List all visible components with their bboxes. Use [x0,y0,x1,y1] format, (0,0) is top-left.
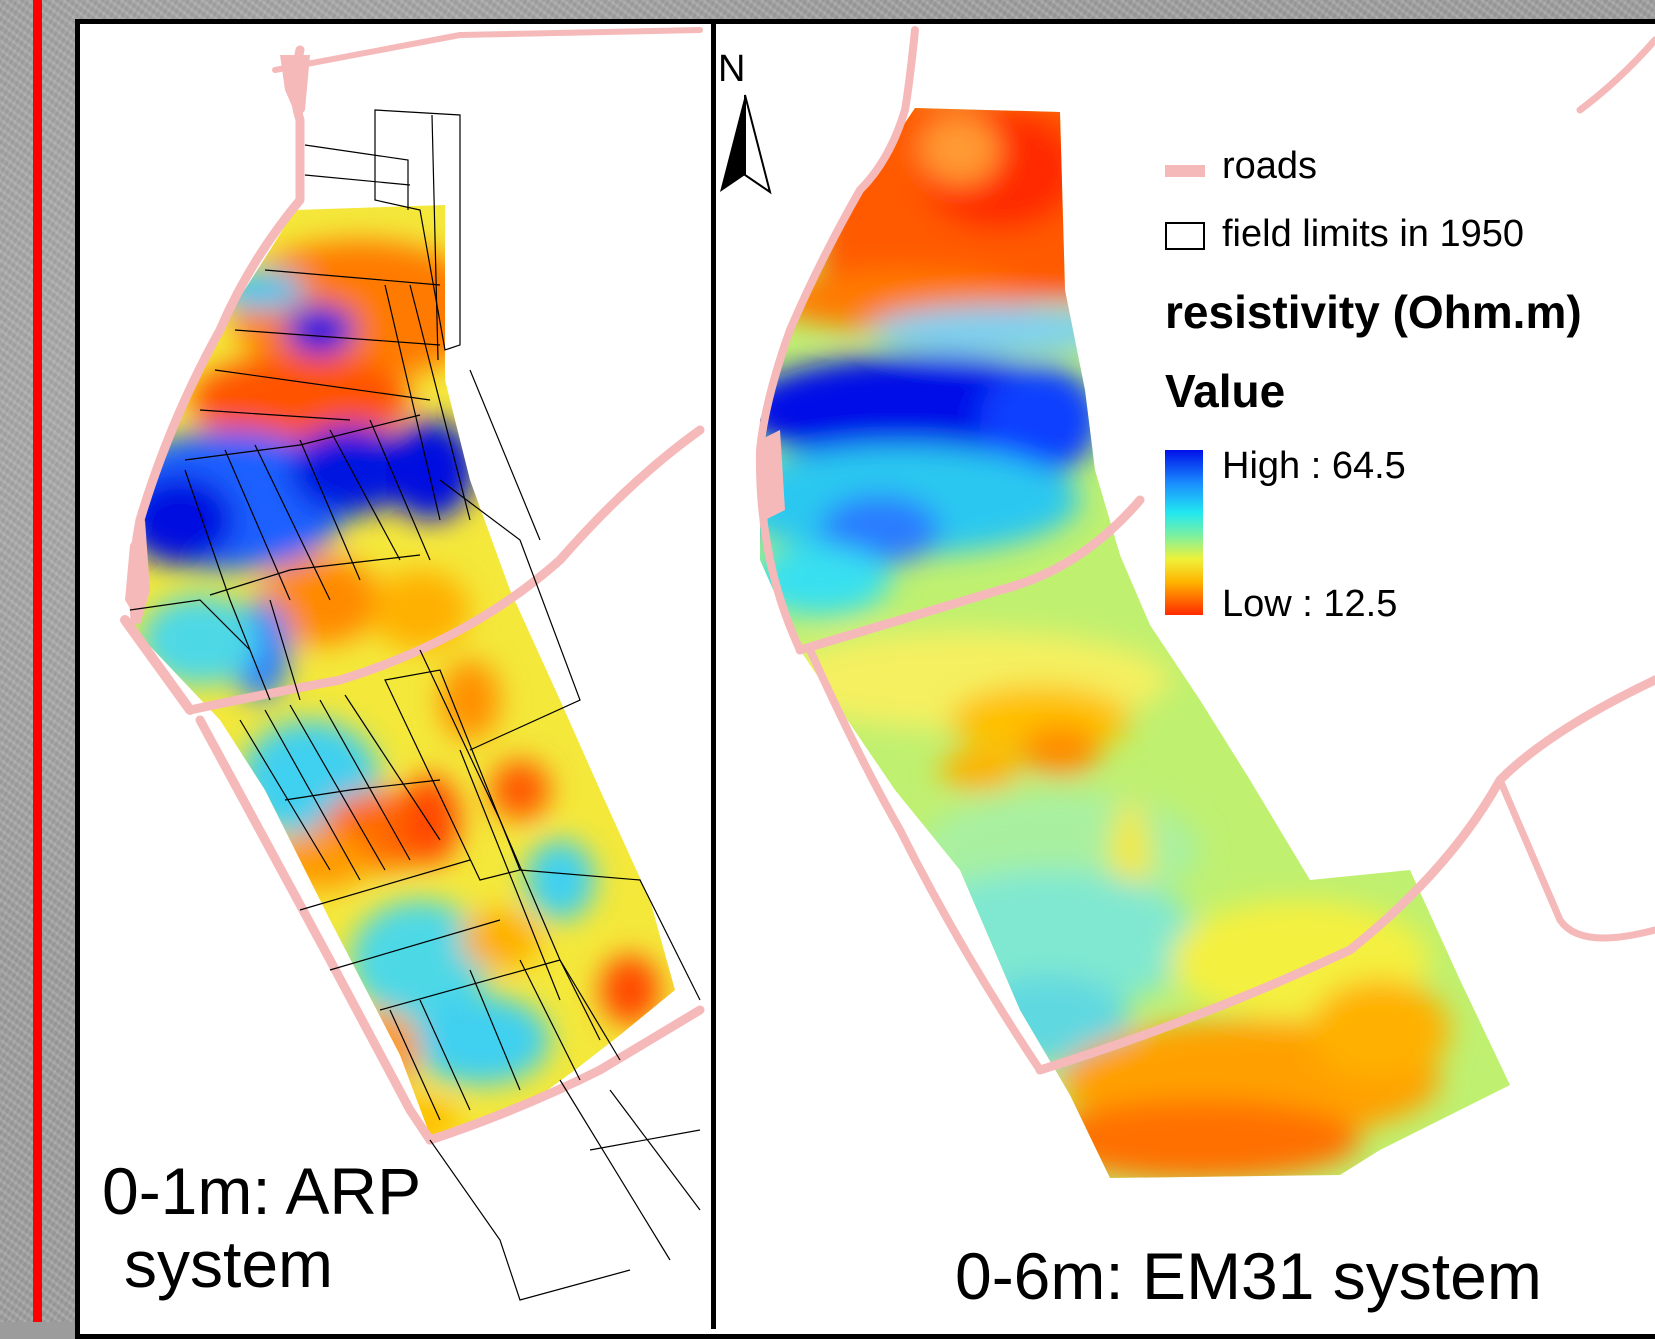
right-map-panel [755,26,1655,1178]
left-roads [120,27,705,1145]
left-field-limits [129,109,701,1301]
field-swatch [1165,222,1205,250]
legend-roads-label: roads [1222,145,1318,187]
left-label-line2: system [124,1226,334,1301]
legend-title: resistivity (Ohm.m) [1165,286,1582,338]
legend-subtitle: Value [1165,365,1286,417]
right-roads [755,26,1655,1075]
color-ramp [1165,450,1203,615]
left-resistivity-raster [130,205,675,1135]
legend-high-label: High : 64.5 [1222,445,1406,487]
right-panel-label: 0-6m: EM31 system [955,1239,1542,1313]
left-panel-label: 0-1m: ARP system [102,1155,502,1300]
red-border-line [33,0,42,1322]
legend-fields-label: field limits in 1950 [1222,213,1525,255]
road-swatch [1165,165,1205,177]
legend-low-label: Low : 12.5 [1222,583,1398,625]
panel-divider [711,19,716,1329]
north-arrow-graphic [720,94,772,195]
north-label: N [718,48,746,90]
left-map-panel [120,27,705,1301]
left-label-line1: 0-1m: ARP [102,1154,422,1228]
